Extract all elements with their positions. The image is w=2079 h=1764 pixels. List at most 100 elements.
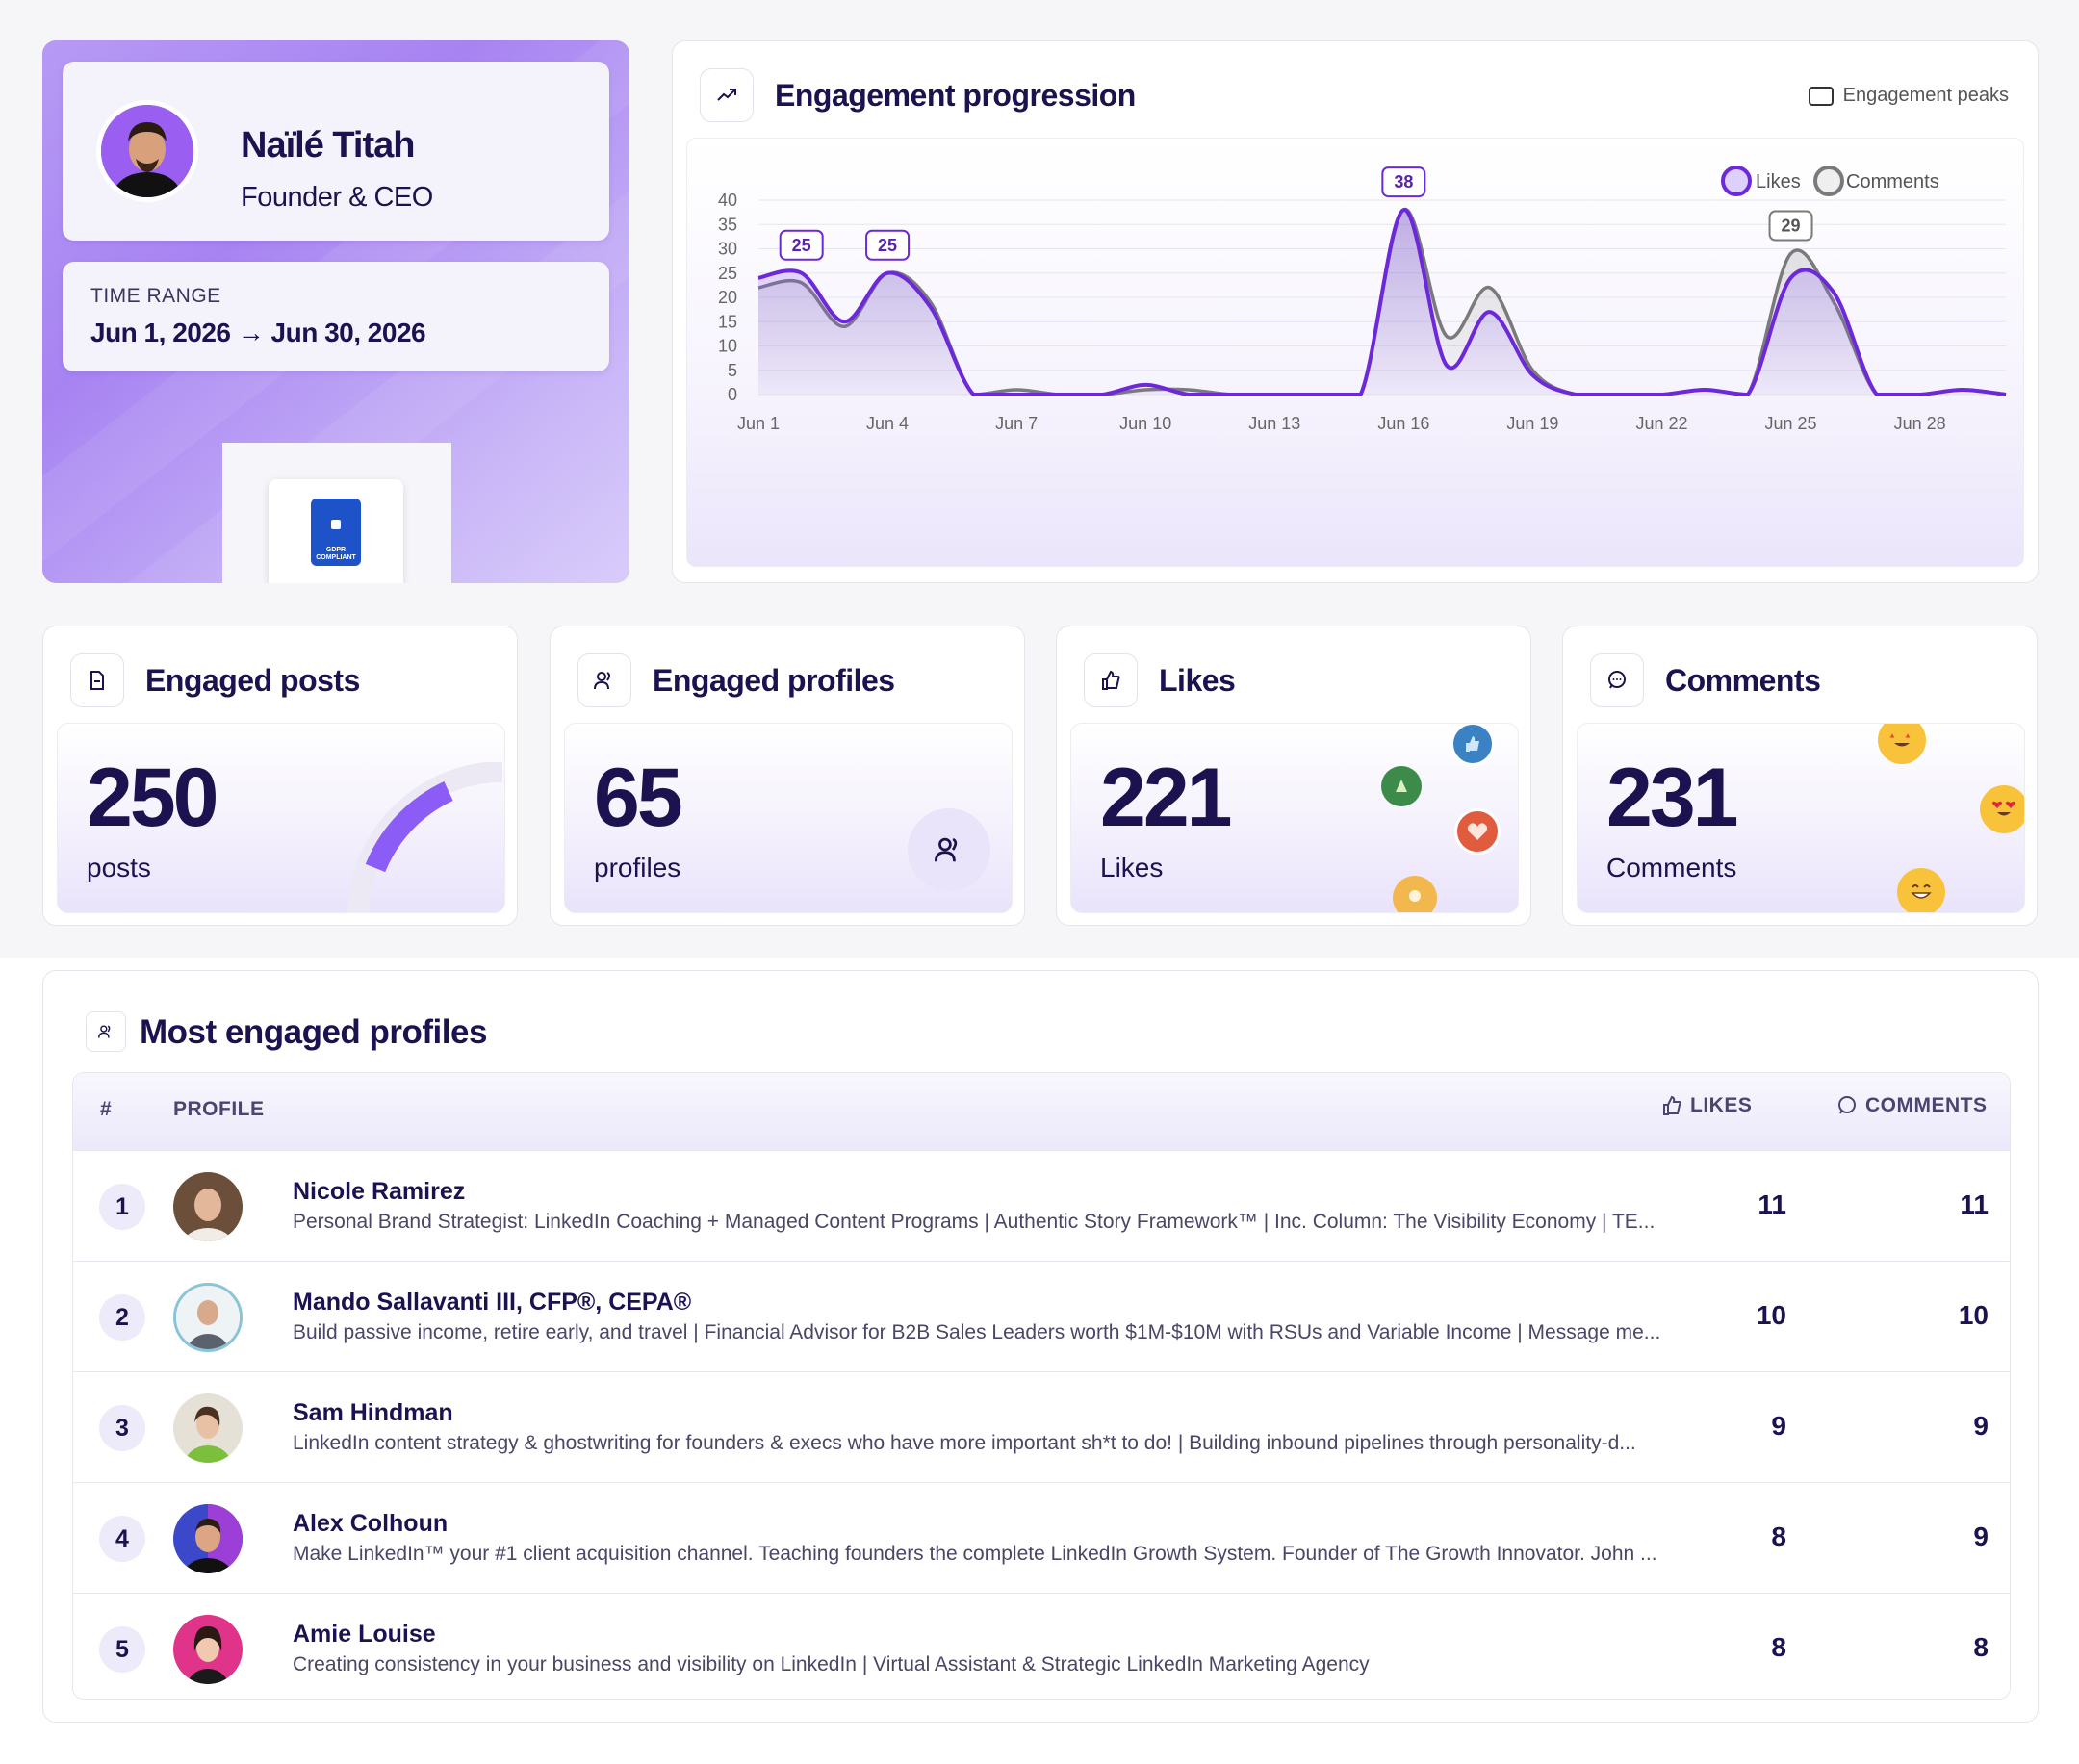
stat-value: 250 (87, 752, 218, 844)
profile-headline: Personal Brand Strategist: LinkedIn Coac… (293, 1211, 1656, 1233)
stat-unit: Comments (1606, 853, 1737, 882)
avatar (173, 1393, 243, 1463)
profile-name[interactable]: Nicole Ramirez (293, 1178, 466, 1205)
table-row[interactable]: 4 Alex Colhoun Make LinkedIn™ your #1 cl… (73, 1482, 2010, 1593)
time-range-box[interactable]: TIME RANGE Jun 1, 2026 → Jun 30, 2026 (63, 262, 609, 371)
comments-count: 10 (1958, 1300, 1989, 1330)
profile-headline: Make LinkedIn™ your #1 client acquisitio… (293, 1543, 1657, 1565)
peak-label-box (779, 229, 824, 261)
x-tick-label: Jun 28 (1894, 414, 1946, 433)
engagement-peaks-label: Engagement peaks (1842, 85, 2009, 106)
peak-label: 25 (878, 236, 897, 255)
stat-card-likes: Likes 221 Likes (1056, 626, 1531, 926)
table-row[interactable]: 2 Mando Sallavanti III, CFP®, CEPA® Buil… (73, 1261, 2010, 1371)
comments-count: 9 (1973, 1521, 1989, 1551)
gdpr-badge-card: GDPR COMPLIANT (269, 479, 403, 583)
comment-icon (1838, 1096, 1856, 1114)
engagement-chart-card: Engagement progression Engagement peaks … (672, 40, 2039, 583)
likes-count: 11 (1758, 1189, 1786, 1219)
peak-label: 38 (1394, 172, 1413, 192)
rank-badge: 1 (99, 1184, 145, 1230)
x-tick-label: Jun 13 (1248, 414, 1300, 433)
stat-card-engaged-profiles: Engaged profiles 65 profiles (550, 626, 1025, 926)
engagement-peaks-toggle[interactable]: Engagement peaks (1808, 85, 2009, 107)
table-title: Most engaged profiles (140, 1013, 487, 1051)
stat-title: Engaged posts (145, 663, 360, 698)
x-tick-label: Jun 25 (1765, 414, 1817, 433)
stat-card-engaged-posts: Engaged posts 250 posts (42, 626, 518, 926)
stat-panel: 65 profiles (564, 723, 1013, 913)
stat-panel: 221 Likes (1070, 723, 1519, 913)
most-engaged-profiles-card: Most engaged profiles # PROFILE LIKES CO… (42, 970, 2039, 1723)
rank-badge: 4 (99, 1516, 145, 1562)
legend-label-likes: Likes (1756, 171, 1801, 192)
x-tick-label: Jun 1 (737, 414, 780, 433)
x-tick-label: Jun 7 (995, 414, 1038, 433)
heart-eyes-emoji-icon (1980, 785, 2024, 833)
profile-name[interactable]: Sam Hindman (293, 1399, 453, 1426)
comments-count: 11 (1960, 1189, 1989, 1219)
profile-card: Naïlé Titah Founder & CEO TIME RANGE Jun… (42, 40, 629, 583)
time-range-label: TIME RANGE (90, 285, 221, 307)
gdpr-badge: GDPR COMPLIANT (311, 499, 361, 566)
lock-icon (331, 520, 341, 529)
chart-title: Engagement progression (775, 78, 1136, 113)
legend-marker-comments (1813, 166, 1844, 196)
stat-unit: profiles (594, 853, 681, 882)
stat-panel: 231 Comments (1577, 723, 2025, 913)
like-reaction-icon (1450, 724, 1495, 766)
y-tick-label: 30 (718, 240, 737, 259)
progress-arc (347, 762, 503, 912)
star-struck-emoji-icon (1878, 724, 1926, 764)
column-header-likes[interactable]: LIKES (1661, 1094, 1752, 1117)
engagement-chart: 0 5 10 15 20 25 30 35 40 Jun 1 Jun 4 Jun 7 Jun 10 Jun… (718, 166, 2007, 433)
legend-label-comments: Comments (1846, 171, 1939, 192)
peak-label: 29 (1782, 217, 1801, 236)
column-header-comments[interactable]: COMMENTS (1836, 1094, 1988, 1117)
rank-badge: 2 (99, 1294, 145, 1341)
profile-name[interactable]: Amie Louise (293, 1621, 436, 1648)
time-range-value: Jun 1, 2026 → Jun 30, 2026 (90, 318, 426, 347)
love-reaction-icon (1454, 808, 1501, 855)
profile-headline: LinkedIn content strategy & ghostwriting… (293, 1432, 1636, 1454)
profile-headline: Build passive income, retire early, and … (293, 1321, 1661, 1343)
column-header-likes-label: LIKES (1690, 1094, 1753, 1116)
profile-name: Naïlé Titah (241, 125, 415, 166)
table-header: # PROFILE LIKES COMMENTS (73, 1073, 2010, 1150)
thumbs-up-icon (1663, 1095, 1681, 1115)
x-tick-label: Jun 22 (1635, 414, 1687, 433)
profile-header: Naïlé Titah Founder & CEO (63, 62, 609, 241)
profile-name[interactable]: Mando Sallavanti III, CFP®, CEPA® (293, 1289, 692, 1316)
stat-title: Engaged profiles (653, 663, 895, 698)
series-line-likes (757, 208, 2007, 397)
y-tick-label: 20 (718, 288, 737, 307)
avatar (173, 1283, 243, 1352)
document-icon (70, 653, 124, 707)
peak-label-box (865, 229, 911, 261)
comments-count: 9 (1973, 1411, 1989, 1441)
profile-name[interactable]: Alex Colhoun (293, 1510, 449, 1537)
table-row[interactable]: 5 Amie Louise Creating consistency in yo… (73, 1593, 2010, 1699)
stat-unit: posts (87, 853, 151, 882)
thumbs-up-icon (1084, 653, 1138, 707)
table-row[interactable]: 3 Sam Hindman LinkedIn content strategy … (73, 1371, 2010, 1482)
users-icon (86, 1011, 126, 1052)
y-tick-label: 5 (728, 361, 737, 380)
stat-value: 231 (1606, 752, 1738, 844)
y-tick-label: 40 (718, 191, 737, 210)
stat-title: Likes (1159, 663, 1236, 698)
users-icon (908, 808, 990, 891)
likes-count: 10 (1756, 1300, 1786, 1330)
likes-count: 8 (1771, 1632, 1786, 1662)
column-header-profile: PROFILE (173, 1098, 265, 1120)
grinning-emoji-icon (1897, 868, 1945, 912)
peak-label: 25 (792, 236, 811, 255)
table-row[interactable]: 1 Nicole Ramirez Personal Brand Strategi… (73, 1150, 2010, 1261)
stat-value: 65 (594, 752, 683, 844)
likes-count: 8 (1771, 1521, 1786, 1551)
checkbox-icon[interactable] (1808, 86, 1834, 106)
y-tick-label: 25 (718, 264, 737, 283)
profiles-table: # PROFILE LIKES COMMENTS 1 Nicole Ramire… (72, 1072, 2011, 1700)
comment-icon (1590, 653, 1644, 707)
likes-count: 9 (1771, 1411, 1786, 1441)
